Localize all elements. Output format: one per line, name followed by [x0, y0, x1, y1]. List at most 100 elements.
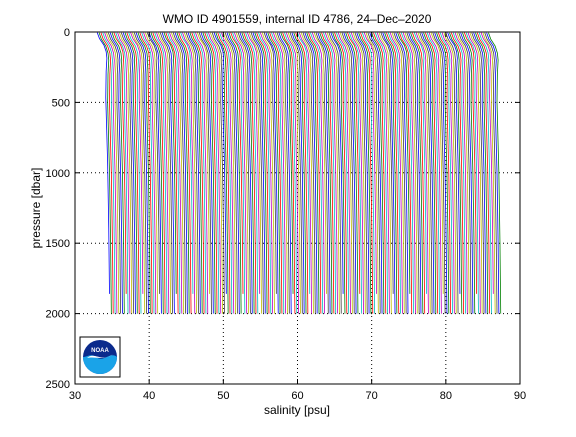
profile-line: [297, 32, 311, 294]
profile-line: [362, 32, 376, 314]
profile-line: [356, 32, 370, 314]
x-tick-label: 60: [291, 390, 303, 402]
profile-line: [250, 32, 264, 314]
profile-line: [222, 32, 236, 314]
x-tick-label: 70: [366, 390, 378, 402]
profile-line: [267, 32, 281, 314]
profile-line: [389, 32, 403, 314]
profile-line: [421, 32, 435, 314]
profile-line: [380, 32, 394, 294]
profile-line: [122, 32, 136, 314]
profile-line: [417, 32, 431, 314]
profile-line: [282, 32, 296, 314]
profile-line: [341, 32, 355, 314]
profile-line: [308, 32, 322, 314]
profile-line: [191, 32, 205, 314]
profile-line: [128, 32, 142, 314]
profile-line: [298, 32, 312, 314]
profile-line: [263, 32, 277, 294]
profile-line: [289, 32, 303, 314]
profile-lines: [96, 32, 502, 314]
profile-line: [172, 32, 186, 314]
profile-line: [423, 32, 437, 314]
profile-line: [313, 32, 327, 294]
y-tick-label: 0: [64, 27, 70, 39]
profile-line: [96, 32, 110, 294]
logo-sea: [83, 355, 117, 374]
profile-line: [119, 32, 133, 314]
profile-line: [171, 32, 185, 314]
profile-line: [432, 32, 446, 314]
profile-line: [365, 32, 379, 314]
profile-line: [434, 32, 448, 314]
profile-line: [367, 32, 381, 314]
profile-line: [120, 32, 134, 314]
y-tick-label: 1000: [46, 168, 70, 180]
profile-line: [215, 32, 229, 314]
profile-line: [352, 32, 366, 314]
profile-line: [399, 32, 413, 314]
profile-line: [261, 32, 275, 314]
profile-line: [258, 32, 272, 314]
profile-line: [106, 32, 120, 314]
profile-line: [260, 32, 274, 314]
profile-line: [161, 32, 175, 314]
profile-line: [337, 32, 351, 314]
profile-line: [406, 32, 420, 314]
profile-line: [182, 32, 196, 314]
profile-line: [243, 32, 257, 314]
profile-line: [358, 32, 372, 314]
profile-line: [202, 32, 216, 314]
profile-line: [488, 32, 502, 314]
profile-line: [185, 32, 199, 314]
profile-line: [211, 32, 225, 314]
profile-line: [133, 32, 147, 314]
profile-line: [232, 32, 246, 314]
x-tick-label: 80: [440, 390, 452, 402]
profile-line: [139, 32, 153, 314]
profile-line: [287, 32, 301, 314]
profile-line: [482, 32, 496, 314]
profile-line: [387, 32, 401, 314]
noaa-logo: NOAA: [79, 336, 121, 378]
profile-line: [130, 32, 144, 294]
profile-line: [378, 32, 392, 314]
profile-line: [278, 32, 292, 314]
x-axis-label: salinity [psu]: [264, 403, 330, 417]
profile-line: [146, 32, 160, 294]
profile-line: [304, 32, 318, 314]
logo-bird: [87, 354, 113, 358]
profile-line: [436, 32, 450, 314]
profile-line: [145, 32, 159, 314]
profile-line: [265, 32, 279, 314]
profile-line: [454, 32, 468, 314]
profile-line: [371, 32, 385, 314]
profile-line: [349, 32, 363, 314]
profile-line: [237, 32, 251, 314]
profile-line: [339, 32, 353, 314]
profile-line: [441, 32, 455, 314]
profile-line: [108, 32, 122, 314]
profile-line: [300, 32, 314, 314]
profile-line: [404, 32, 418, 314]
profile-line: [478, 32, 492, 314]
profile-line: [451, 32, 465, 314]
profile-line: [445, 32, 459, 314]
profile-line: [400, 32, 414, 314]
profile-line: [102, 32, 116, 314]
profile-line: [460, 32, 474, 314]
profile-line: [315, 32, 329, 314]
profile-line: [100, 32, 114, 314]
profile-line: [464, 32, 478, 294]
profile-line: [141, 32, 155, 314]
profile-line: [152, 32, 166, 314]
profile-line: [386, 32, 400, 314]
profile-line: [311, 32, 325, 314]
profile-line: [208, 32, 222, 314]
profile-line: [438, 32, 452, 314]
profile-line: [412, 32, 426, 314]
profile-line: [413, 32, 427, 294]
profile-line: [158, 32, 172, 314]
profile-line: [150, 32, 164, 314]
